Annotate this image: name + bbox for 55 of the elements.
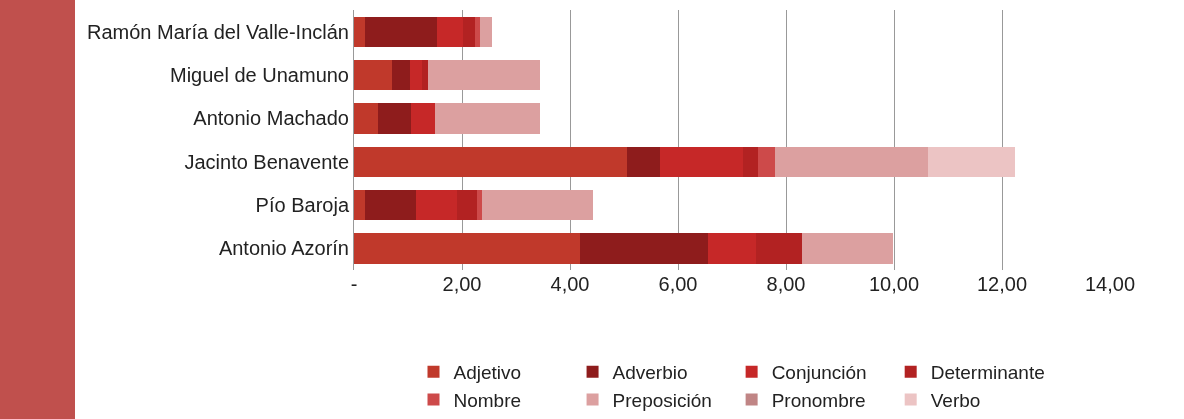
legend-label: Pronombre	[771, 389, 866, 411]
bar	[437, 16, 464, 47]
bar	[410, 59, 423, 91]
x-tick-label: -	[350, 273, 358, 295]
bar	[364, 16, 438, 47]
y-tick-label: Antonio Azorín	[218, 237, 349, 260]
x-tick-label: 14,00	[1084, 273, 1136, 295]
legend-label: Verbo	[930, 389, 981, 411]
x-tick-label: 10,00	[868, 273, 920, 295]
bar	[474, 16, 480, 47]
x-tick-label: 2,00	[442, 273, 482, 295]
bar	[479, 16, 493, 47]
bar	[481, 189, 594, 221]
bar	[422, 59, 428, 91]
x-tick-label: 12,00	[976, 273, 1028, 295]
bar	[364, 189, 417, 221]
bar	[354, 16, 365, 47]
legend-label: Adjetivo	[453, 362, 522, 384]
legend-label: Preposición	[612, 389, 712, 411]
bar	[928, 146, 1015, 177]
bar	[477, 189, 482, 221]
legend-label: Adverbio	[612, 362, 688, 384]
x-tick-label: 8,00	[766, 273, 806, 295]
bar	[775, 146, 929, 177]
legend-label: Conjunción	[771, 362, 867, 384]
legend-label: Determinante	[930, 362, 1045, 384]
bar	[627, 146, 661, 177]
bar	[427, 59, 540, 91]
bar	[354, 59, 392, 91]
bar	[660, 146, 743, 177]
y-tick-label: Jacinto Benavente	[184, 150, 349, 173]
bar	[757, 146, 776, 177]
bar	[391, 59, 411, 91]
bar	[354, 103, 378, 134]
y-tick-label: Ramón María del Valle-Inclán	[87, 20, 349, 43]
bar	[580, 233, 709, 264]
bar	[354, 189, 365, 221]
bar	[742, 146, 758, 177]
bar	[411, 103, 435, 134]
legend-label: Nombre	[453, 389, 522, 411]
bar	[377, 103, 412, 134]
bar	[457, 189, 478, 221]
bar	[802, 233, 893, 264]
bar	[416, 189, 458, 221]
y-tick-label: Antonio Machado	[193, 107, 349, 130]
bar	[435, 103, 540, 134]
bar	[463, 16, 475, 47]
bar	[708, 233, 756, 264]
x-tick-label: 6,00	[658, 273, 698, 295]
y-tick-label: Pío Baroja	[255, 194, 350, 216]
x-tick-label: 4,00	[550, 273, 590, 295]
bar	[354, 233, 581, 264]
bar	[755, 233, 803, 264]
y-tick-label: Miguel de Unamuno	[170, 64, 349, 86]
bar	[354, 146, 628, 177]
